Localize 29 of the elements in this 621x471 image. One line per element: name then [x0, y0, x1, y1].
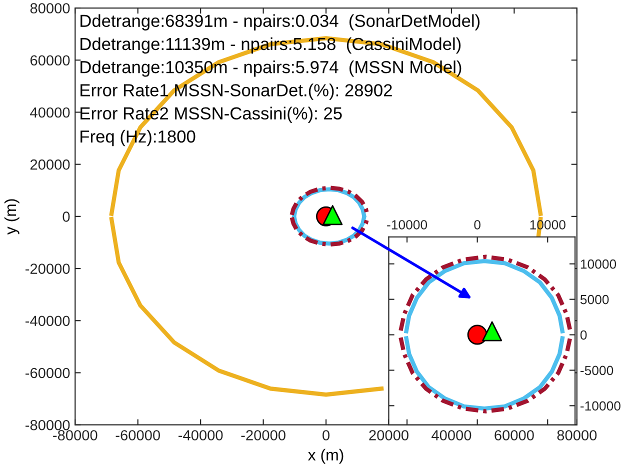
y-tick-label: -20000	[26, 264, 70, 274]
y-tick-label: 5000	[580, 294, 609, 304]
x-tick-label: 0	[474, 220, 480, 230]
x-axis-title: x (m)	[308, 448, 344, 464]
y-tick-label: 10000	[580, 259, 616, 269]
y-tick-label: -5000	[580, 366, 614, 376]
y-axis-title: y (m)	[4, 199, 20, 235]
x-tick-label: -20000	[241, 430, 286, 440]
x-tick-label: -40000	[178, 430, 223, 440]
y-tick-label: -60000	[26, 368, 70, 378]
y-tick-label: -80000	[26, 420, 70, 430]
x-tick-label: -60000	[116, 430, 160, 440]
y-tick-label: 0	[580, 330, 587, 340]
y-tick-label: 60000	[30, 55, 70, 66]
x-tick-label: 80000	[557, 430, 597, 440]
x-tick-label: 20000	[369, 430, 408, 440]
y-tick-label: 20000	[30, 159, 70, 170]
x-tick-label: 40000	[432, 430, 472, 440]
x-tick-label: 0	[322, 430, 330, 440]
x-tick-label: 60000	[494, 430, 534, 440]
y-tick-label: -10000	[580, 401, 620, 411]
y-tick-label: 0	[62, 212, 70, 222]
y-tick-label: -40000	[26, 316, 70, 326]
x-tick-label: -10000	[387, 220, 428, 230]
x-tick-label: -80000	[53, 430, 98, 440]
y-tick-label: 80000	[30, 3, 70, 14]
y-tick-label: 40000	[30, 107, 70, 118]
annotation: Ddetrange:68391m - npairs:0.034 (SonarDetModel)	[80, 14, 480, 30]
annotation: Error Rate1 MSSN-SonarDet.(%): 28902	[80, 84, 392, 100]
